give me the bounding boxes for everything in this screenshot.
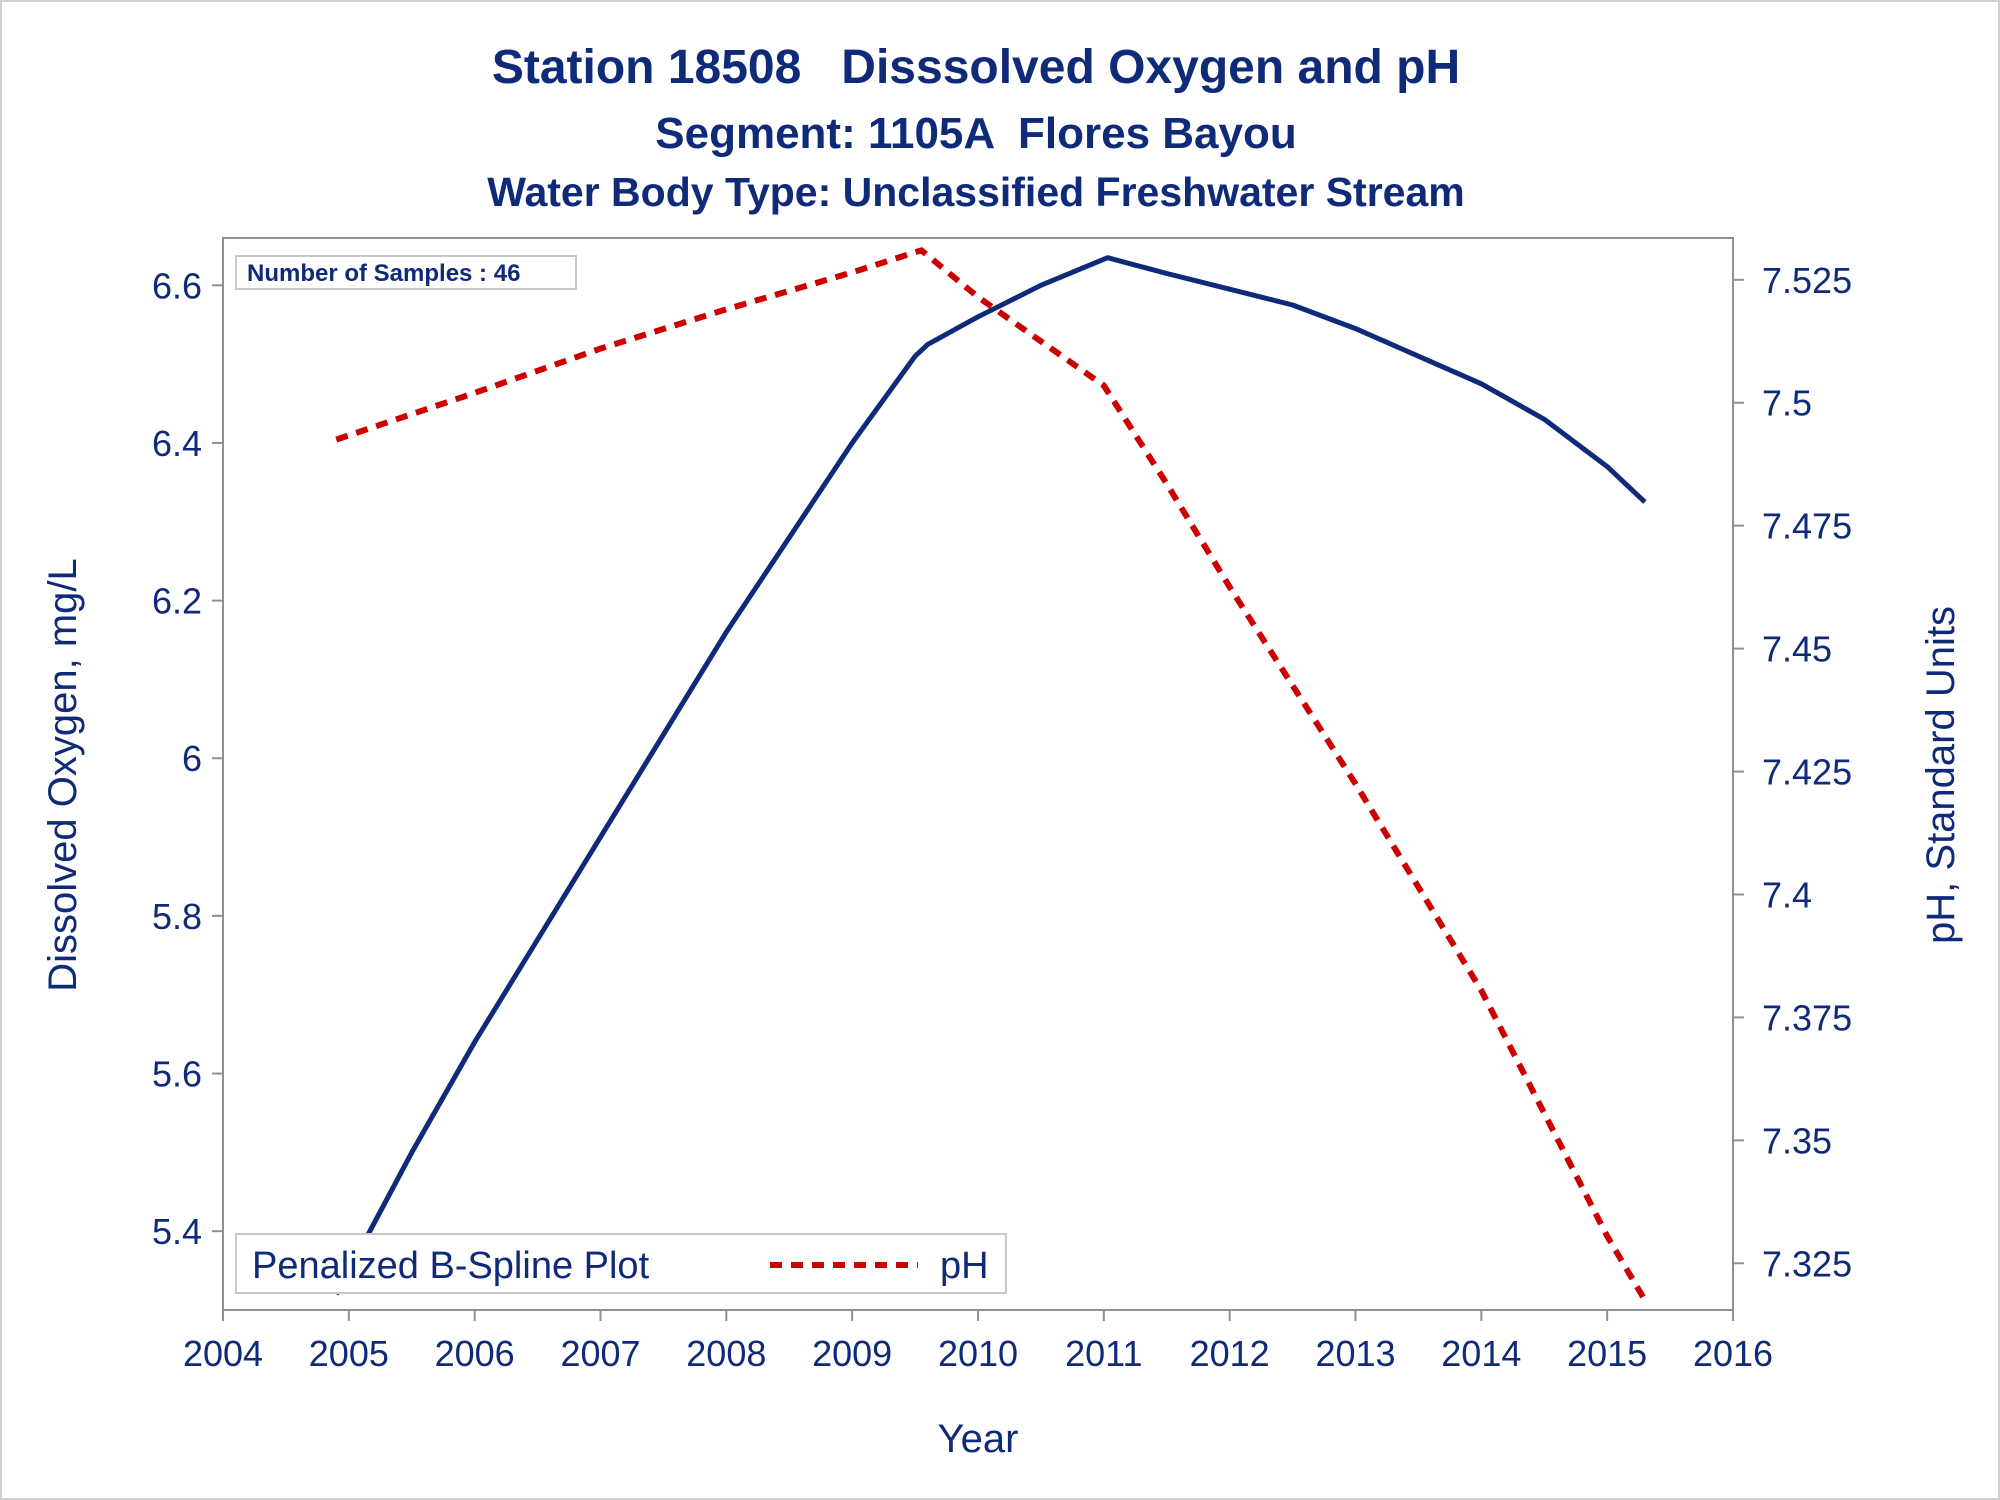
y-right-tick-label: 7.35: [1762, 1120, 1832, 1161]
x-axis: 2004 2005 2006 2007 2008 2009 2010 2011 2012 2013…: [183, 1310, 1773, 1374]
y-left-tick-label: 5.6: [152, 1054, 202, 1095]
y-left-tick-label: 5.4: [152, 1211, 202, 1252]
y-left-tick-label: 6.6: [152, 265, 202, 306]
legend-ph-label: pH: [940, 1245, 989, 1287]
series-line-dissolved-oxygen: [334, 255, 1647, 1296]
series-layer: [334, 247, 1648, 1302]
y-right-tick-label: 7.475: [1762, 506, 1852, 547]
x-tick-label: 2005: [309, 1333, 389, 1374]
y-right-tick-label: 7.325: [1762, 1243, 1852, 1284]
x-tick-label: 2009: [812, 1333, 892, 1374]
y-left-tick-label: 6.4: [152, 423, 202, 464]
x-tick-label: 2007: [560, 1333, 640, 1374]
y-axis-left: 5.4 5.6 5.8 6 6.2 6.4 6.6: [152, 265, 223, 1252]
x-axis-label: Year: [938, 1417, 1019, 1461]
y-right-tick-label: 7.4: [1762, 874, 1812, 915]
y-left-tick-label: 6: [182, 738, 202, 779]
y-left-tick-label: 5.8: [152, 896, 202, 937]
x-tick-label: 2008: [686, 1333, 766, 1374]
samples-inset-box: [235, 255, 577, 290]
y-axis-left-label: Dissolved Oxygen, mg/L: [41, 558, 85, 992]
y-right-tick-label: 7.5: [1762, 383, 1812, 424]
x-tick-label: 2015: [1567, 1333, 1647, 1374]
y-right-tick-label: 7.375: [1762, 997, 1852, 1038]
x-tick-label: 2011: [1065, 1333, 1142, 1374]
x-tick-label: 2006: [435, 1333, 515, 1374]
y-right-tick-label: 7.45: [1762, 629, 1832, 670]
x-tick-label: 2016: [1693, 1333, 1773, 1374]
x-tick-label: 2013: [1315, 1333, 1395, 1374]
chart-title: Station 18508 Disssolved Oxygen and pH: [492, 41, 1460, 94]
chart-subtitle: Segment: 1105A Flores Bayou: [655, 109, 1296, 158]
samples-inset-text: Number of Samples : 46: [247, 260, 520, 287]
x-tick-label: 2010: [938, 1333, 1018, 1374]
y-right-tick-label: 7.525: [1762, 260, 1852, 301]
x-tick-label: 2012: [1190, 1333, 1270, 1374]
x-tick-label: 2004: [183, 1333, 263, 1374]
y-axis-right: 7.325 7.35 7.375 7.4 7.425 7.45 7.475 7.5 7.525: [1733, 260, 1852, 1284]
x-tick-label: 2014: [1441, 1333, 1521, 1374]
chart-subtitle-water-body: Water Body Type: Unclassified Freshwater…: [487, 169, 1464, 215]
legend-title: Penalized B-Spline Plot: [252, 1245, 650, 1287]
series-line-ph: [335, 247, 1648, 1302]
y-axis-right-label: pH, Standard Units: [1919, 606, 1963, 944]
y-right-tick-label: 7.425: [1762, 752, 1852, 793]
y-left-tick-label: 6.2: [152, 581, 202, 622]
